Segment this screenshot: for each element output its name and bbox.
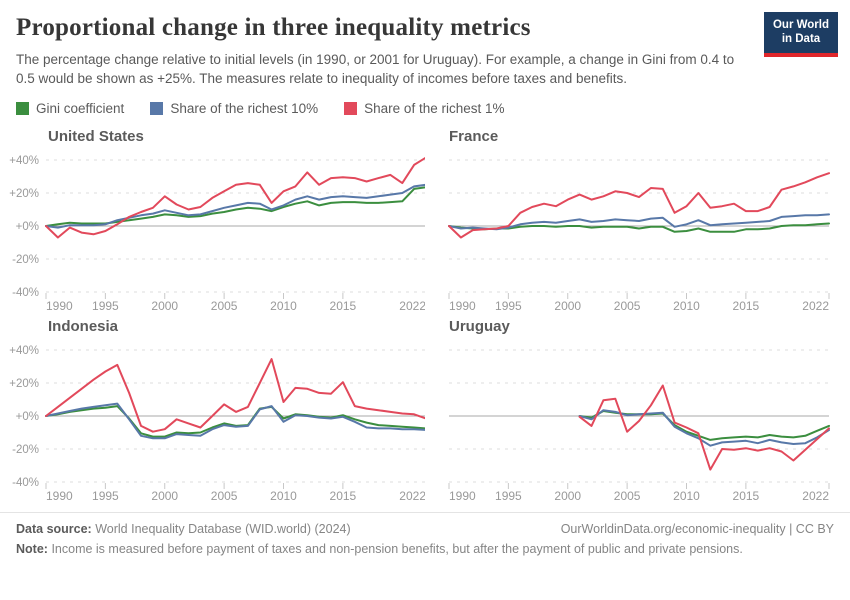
chart-united-states: +40% +20% +0% -20% -40% 1990 1995 2000 2005 2010 2… bbox=[9, 155, 425, 313]
legend: Gini coefficient Share of the richest 10%… bbox=[16, 101, 834, 116]
series-line-share-of-the-richest-10-[interactable] bbox=[45, 183, 425, 229]
note-label: Note: bbox=[16, 541, 48, 556]
footer-right: OurWorldinData.org/economic-inequality |… bbox=[561, 522, 834, 536]
x-axis-label: 2015 bbox=[733, 489, 760, 503]
y-axis-label: +40% bbox=[9, 155, 39, 167]
page-title: Proportional change in three inequality … bbox=[16, 14, 531, 41]
legend-label: Share of the richest 1% bbox=[364, 100, 505, 116]
chart-title-indonesia: Indonesia bbox=[48, 317, 119, 335]
series-line-share-of-the-richest-1-[interactable] bbox=[448, 171, 830, 239]
legend-swatch bbox=[344, 101, 358, 115]
x-axis-label: 1995 bbox=[495, 299, 522, 313]
footer-note: Note: Income is measured before payment … bbox=[16, 542, 834, 556]
chart-subtitle: The percentage change relative to initia… bbox=[16, 51, 735, 87]
owid-logo-line2: in Data bbox=[781, 33, 821, 46]
x-axis-label: 1995 bbox=[92, 299, 119, 313]
y-axis-label: -20% bbox=[12, 444, 39, 456]
owid-logo-accent bbox=[764, 52, 838, 57]
y-axis-label: -40% bbox=[12, 287, 39, 299]
series-line-share-of-the-richest-1-[interactable] bbox=[45, 156, 425, 239]
series-line-gini-coefficient[interactable] bbox=[578, 409, 830, 441]
series-line-share-of-the-richest-10-[interactable] bbox=[45, 402, 425, 439]
footer: Data source: World Inequality Database (… bbox=[0, 511, 850, 556]
data-source: Data source: World Inequality Database (… bbox=[16, 522, 351, 536]
chart-title-uruguay: Uruguay bbox=[449, 317, 510, 335]
chart-title-united-states: United States bbox=[48, 127, 144, 145]
chart-cell-france: France 1990 1995 2000 2005 2010 2015 2022 bbox=[425, 126, 850, 316]
chart-title-france: France bbox=[449, 127, 499, 145]
note-text: Income is measured before payment of tax… bbox=[51, 541, 743, 556]
x-axis-label: 1990 bbox=[449, 299, 476, 313]
series-line-share-of-the-richest-10-[interactable] bbox=[448, 213, 830, 230]
x-axis-label: 2010 bbox=[270, 299, 297, 313]
legend-item-0[interactable]: Gini coefficient bbox=[16, 101, 124, 116]
charts-grid: United States +40% +20% +0% -20% -40% 1990 199… bbox=[0, 126, 850, 506]
chart-cell-united-states: United States +40% +20% +0% -20% -40% 1990 199… bbox=[0, 126, 425, 316]
x-axis-label: 2005 bbox=[614, 299, 641, 313]
x-axis-label: 1990 bbox=[46, 299, 73, 313]
legend-item-2[interactable]: Share of the richest 1% bbox=[344, 101, 504, 116]
y-axis-label: -20% bbox=[12, 254, 39, 266]
x-axis-label: 2005 bbox=[614, 489, 641, 503]
x-axis-label: 2015 bbox=[330, 299, 357, 313]
y-axis-label: +20% bbox=[9, 188, 39, 200]
data-source-label: Data source: bbox=[16, 521, 92, 536]
x-axis-label: 2010 bbox=[270, 489, 297, 503]
canonical-url-link[interactable]: OurWorldinData.org/economic-inequality bbox=[560, 521, 786, 536]
x-axis-label: 2005 bbox=[211, 489, 238, 503]
x-axis-label: 2022 bbox=[802, 299, 829, 313]
y-axis-label: +20% bbox=[9, 378, 39, 390]
x-axis-label: 2000 bbox=[554, 299, 581, 313]
owid-logo-line1: Our World bbox=[772, 19, 829, 31]
y-axis-label: -40% bbox=[12, 477, 39, 489]
chart-uruguay: 1990 1995 2000 2005 2010 2015 2022 bbox=[448, 349, 830, 503]
x-axis-label: 2010 bbox=[673, 489, 700, 503]
x-axis-label: 2010 bbox=[673, 299, 700, 313]
legend-label: Gini coefficient bbox=[36, 100, 125, 116]
owid-logo-box: Our World in Data bbox=[764, 12, 838, 53]
x-axis-label: 1995 bbox=[92, 489, 119, 503]
legend-swatch bbox=[16, 101, 29, 115]
license-label[interactable]: CC BY bbox=[795, 521, 834, 536]
y-axis-label: +40% bbox=[9, 345, 39, 357]
x-axis-label: 2015 bbox=[330, 489, 357, 503]
footer-separator: | bbox=[789, 521, 793, 536]
x-axis-label: 2000 bbox=[554, 489, 581, 503]
data-source-text: World Inequality Database (WID.world) (2… bbox=[95, 521, 351, 536]
x-axis-label: 1995 bbox=[495, 489, 522, 503]
x-axis-label: 1990 bbox=[449, 489, 476, 503]
y-axis-label: +0% bbox=[16, 221, 39, 233]
x-axis-label: 2015 bbox=[733, 299, 760, 313]
chart-france: 1990 1995 2000 2005 2010 2015 2022 bbox=[448, 159, 830, 313]
chart-indonesia: +40% +20% +0% -20% -40% 1990 1995 2000 2005 2010 2… bbox=[9, 345, 425, 503]
series-line-gini-coefficient[interactable] bbox=[448, 222, 830, 233]
x-axis-label: 2022 bbox=[802, 489, 829, 503]
series-line-share-of-the-richest-1-[interactable] bbox=[578, 384, 830, 471]
legend-label: Share of the richest 10% bbox=[170, 100, 319, 116]
legend-swatch bbox=[150, 101, 164, 115]
y-axis-label: +0% bbox=[16, 411, 39, 423]
chart-cell-uruguay: Uruguay 1990 1995 2000 2005 2010 2015 2022 bbox=[425, 316, 850, 506]
x-axis-label: 2000 bbox=[151, 489, 178, 503]
x-axis-label: 1990 bbox=[46, 489, 73, 503]
x-axis-label: 2022 bbox=[399, 299, 425, 313]
chart-cell-indonesia: Indonesia +40% +20% +0% -20% -40% 1990 1995 200… bbox=[0, 316, 425, 506]
x-axis-label: 2022 bbox=[399, 489, 425, 503]
owid-logo[interactable]: Our World in Data bbox=[764, 12, 838, 57]
chart-page: Proportional change in three inequality … bbox=[0, 12, 850, 556]
x-axis-label: 2005 bbox=[211, 299, 238, 313]
x-axis-label: 2000 bbox=[151, 299, 178, 313]
legend-item-1[interactable]: Share of the richest 10% bbox=[150, 101, 318, 116]
series-line-share-of-the-richest-1-[interactable] bbox=[45, 357, 425, 433]
